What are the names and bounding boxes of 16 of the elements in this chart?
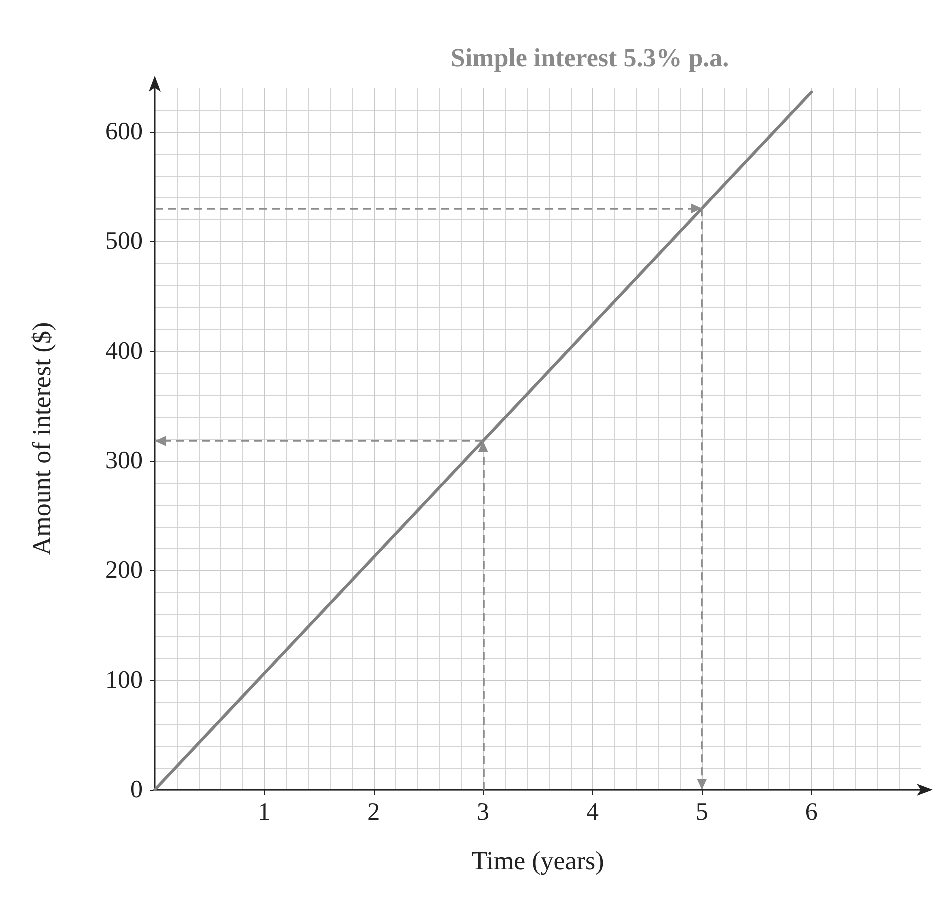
- y-tick-label: 200: [106, 557, 143, 584]
- y-tick-label: 500: [106, 228, 143, 256]
- y-tick-label: 300: [106, 447, 143, 474]
- x-tick-label: 5: [696, 799, 708, 826]
- chart-title: Simple interest 5.3% p.a.: [450, 44, 730, 72]
- y-tick-label: 0: [130, 776, 143, 804]
- x-tick-label: 4: [586, 799, 600, 826]
- x-axis-title: Time (years): [472, 846, 604, 876]
- y-tick-label: 600: [106, 118, 143, 146]
- y-tick-label: 400: [106, 338, 143, 365]
- x-tick-label: 3: [477, 799, 490, 826]
- x-tick-label: 1: [258, 799, 271, 826]
- y-tick-label: 100: [106, 666, 143, 694]
- x-tick-label: 6: [805, 799, 818, 826]
- x-tick-label: 2: [368, 799, 380, 826]
- y-axis-title: Amount of interest ($): [28, 322, 56, 556]
